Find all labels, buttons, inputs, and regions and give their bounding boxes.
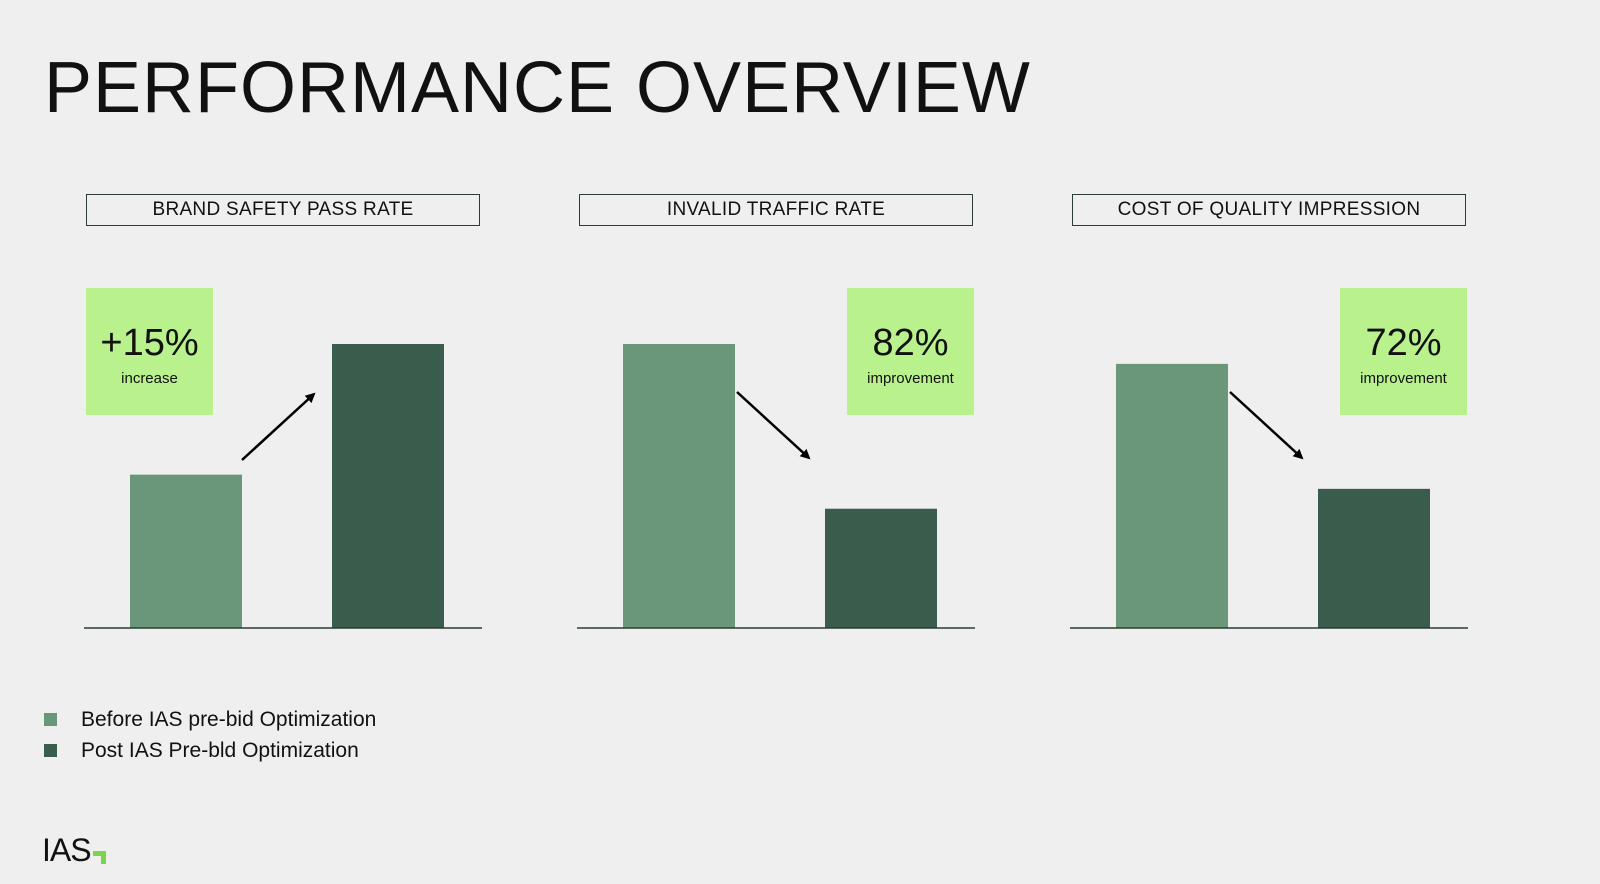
chart-svg-cost-quality	[1070, 363, 1468, 629]
bar-before	[623, 344, 735, 628]
legend-item-before: Before IAS pre-bid Optimization	[44, 704, 376, 735]
logo-text: IAS	[42, 832, 92, 868]
logo-mark-icon	[92, 851, 106, 864]
trend-arrow-down-icon	[736, 391, 811, 460]
bar-post	[1318, 488, 1430, 628]
trend-arrow-down-icon	[1229, 391, 1304, 460]
legend-label: Before IAS pre-bid Optimization	[81, 707, 377, 731]
callout-value: +15%	[100, 322, 199, 364]
callout-value: 72%	[1365, 322, 1442, 364]
ias-logo: IAS	[42, 834, 106, 866]
chart-title: INVALID TRAFFIC RATE	[579, 194, 973, 226]
legend-item-post: Post IAS Pre-bld Optimization	[44, 735, 376, 766]
callout-label: improvement	[1360, 370, 1447, 387]
chart-svg-invalid-traffic	[577, 344, 975, 629]
chart-panel-cost-quality: COST OF QUALITY IMPRESSION 72% improveme…	[1070, 194, 1490, 654]
chart-panel-invalid-traffic: INVALID TRAFFIC RATE 82% improvement	[577, 194, 997, 654]
callout-value: 82%	[872, 322, 949, 364]
callout-badge: +15% increase	[86, 288, 213, 415]
trend-arrow-up-icon	[241, 392, 316, 461]
bar-before	[130, 474, 242, 628]
bar-post	[825, 508, 937, 628]
callout-label: improvement	[867, 370, 954, 387]
legend-swatch-post	[44, 744, 57, 757]
callout-badge: 82% improvement	[847, 288, 974, 415]
page-title: PERFORMANCE OVERVIEW	[44, 48, 1031, 128]
chart-title: COST OF QUALITY IMPRESSION	[1072, 194, 1466, 226]
callout-badge: 72% improvement	[1340, 288, 1467, 415]
chart-svg-brand-safety	[84, 344, 482, 629]
callout-label: increase	[121, 370, 178, 387]
chart-title: BRAND SAFETY PASS RATE	[86, 194, 480, 226]
chart-legend: Before IAS pre-bid Optimization Post IAS…	[44, 704, 376, 766]
legend-swatch-before	[44, 713, 57, 726]
legend-label: Post IAS Pre-bld Optimization	[81, 738, 359, 762]
bar-post	[332, 344, 444, 628]
bar-before	[1116, 363, 1228, 628]
chart-panel-brand-safety: BRAND SAFETY PASS RATE +15% increase	[84, 194, 504, 654]
